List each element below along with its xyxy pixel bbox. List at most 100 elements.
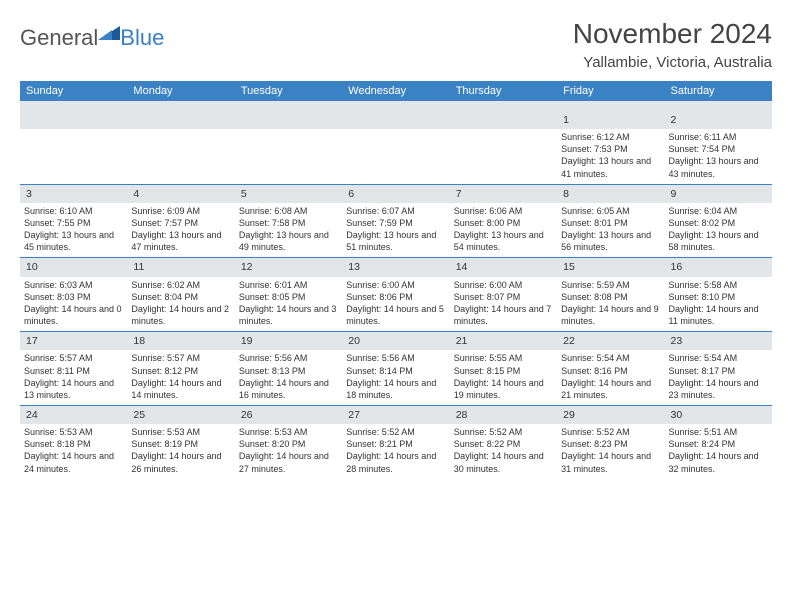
day-number: 20 [342, 332, 449, 350]
sunrise-line: Sunrise: 6:01 AM [239, 279, 338, 291]
day-cell: Sunrise: 5:55 AMSunset: 8:15 PMDaylight:… [450, 350, 557, 405]
sunset-line: Sunset: 8:17 PM [669, 365, 768, 377]
sunset-line: Sunset: 8:14 PM [346, 365, 445, 377]
daylight-line: Daylight: 13 hours and 51 minutes. [346, 229, 445, 253]
daylight-line: Daylight: 14 hours and 26 minutes. [131, 450, 230, 474]
sunset-line: Sunset: 8:18 PM [24, 438, 123, 450]
sunset-line: Sunset: 7:55 PM [24, 217, 123, 229]
sunrise-line: Sunrise: 6:06 AM [454, 205, 553, 217]
daylight-line: Daylight: 14 hours and 24 minutes. [24, 450, 123, 474]
day-number: 3 [20, 185, 127, 203]
sunset-line: Sunset: 7:57 PM [131, 217, 230, 229]
daylight-line: Daylight: 13 hours and 47 minutes. [131, 229, 230, 253]
day-number: 18 [127, 332, 234, 350]
daynum-row: 24252627282930 [20, 405, 772, 424]
sunset-line: Sunset: 7:58 PM [239, 217, 338, 229]
day-cell: Sunrise: 6:07 AMSunset: 7:59 PMDaylight:… [342, 203, 449, 258]
sunrise-line: Sunrise: 6:00 AM [454, 279, 553, 291]
day-number: 26 [235, 406, 342, 424]
sunrise-line: Sunrise: 5:52 AM [561, 426, 660, 438]
daylight-line: Daylight: 14 hours and 9 minutes. [561, 303, 660, 327]
daylight-line: Daylight: 14 hours and 23 minutes. [669, 377, 768, 401]
sunrise-line: Sunrise: 6:12 AM [561, 131, 660, 143]
daylight-line: Daylight: 13 hours and 41 minutes. [561, 155, 660, 179]
sunset-line: Sunset: 8:03 PM [24, 291, 123, 303]
day-number: 6 [342, 185, 449, 203]
day-cell: Sunrise: 5:57 AMSunset: 8:12 PMDaylight:… [127, 350, 234, 405]
sunrise-line: Sunrise: 5:55 AM [454, 352, 553, 364]
sunrise-line: Sunrise: 5:51 AM [669, 426, 768, 438]
daynum-row: 12 [20, 111, 772, 129]
day-cell: Sunrise: 5:52 AMSunset: 8:23 PMDaylight:… [557, 424, 664, 479]
sunrise-line: Sunrise: 5:53 AM [24, 426, 123, 438]
daylight-line: Daylight: 13 hours and 56 minutes. [561, 229, 660, 253]
daylight-line: Daylight: 14 hours and 19 minutes. [454, 377, 553, 401]
day-header: Friday [557, 81, 664, 101]
day-header: Saturday [665, 81, 772, 101]
day-number: 11 [127, 258, 234, 276]
day-number: 4 [127, 185, 234, 203]
sunset-line: Sunset: 8:15 PM [454, 365, 553, 377]
day-number: 22 [557, 332, 664, 350]
day-number: 17 [20, 332, 127, 350]
sunset-line: Sunset: 7:53 PM [561, 143, 660, 155]
day-cell: Sunrise: 5:53 AMSunset: 8:19 PMDaylight:… [127, 424, 234, 479]
sunrise-line: Sunrise: 5:58 AM [669, 279, 768, 291]
day-cell: Sunrise: 6:03 AMSunset: 8:03 PMDaylight:… [20, 277, 127, 332]
daylight-line: Daylight: 14 hours and 31 minutes. [561, 450, 660, 474]
day-cell: Sunrise: 5:52 AMSunset: 8:21 PMDaylight:… [342, 424, 449, 479]
day-header: Sunday [20, 81, 127, 101]
daynum-row: 10111213141516 [20, 257, 772, 276]
daylight-line: Daylight: 14 hours and 28 minutes. [346, 450, 445, 474]
daylight-line: Daylight: 14 hours and 7 minutes. [454, 303, 553, 327]
sunset-line: Sunset: 8:23 PM [561, 438, 660, 450]
daylight-line: Daylight: 14 hours and 2 minutes. [131, 303, 230, 327]
sunrise-line: Sunrise: 5:57 AM [24, 352, 123, 364]
daylight-line: Daylight: 14 hours and 13 minutes. [24, 377, 123, 401]
daylight-line: Daylight: 14 hours and 16 minutes. [239, 377, 338, 401]
day-header: Tuesday [235, 81, 342, 101]
sunset-line: Sunset: 8:20 PM [239, 438, 338, 450]
day-cell: Sunrise: 5:56 AMSunset: 8:14 PMDaylight:… [342, 350, 449, 405]
title-block: November 2024 Yallambie, Victoria, Austr… [573, 18, 772, 71]
day-cell: Sunrise: 6:05 AMSunset: 8:01 PMDaylight:… [557, 203, 664, 258]
day-cell: Sunrise: 6:12 AMSunset: 7:53 PMDaylight:… [557, 129, 664, 184]
day-cell: Sunrise: 6:00 AMSunset: 8:07 PMDaylight:… [450, 277, 557, 332]
day-number: 12 [235, 258, 342, 276]
sunrise-line: Sunrise: 5:54 AM [561, 352, 660, 364]
daylight-line: Daylight: 14 hours and 5 minutes. [346, 303, 445, 327]
day-number: 30 [665, 406, 772, 424]
empty-cell [20, 111, 127, 129]
day-number: 23 [665, 332, 772, 350]
sunrise-line: Sunrise: 6:09 AM [131, 205, 230, 217]
month-title: November 2024 [573, 18, 772, 50]
sunset-line: Sunset: 8:08 PM [561, 291, 660, 303]
day-number: 7 [450, 185, 557, 203]
day-cell: Sunrise: 5:56 AMSunset: 8:13 PMDaylight:… [235, 350, 342, 405]
sunrise-line: Sunrise: 6:04 AM [669, 205, 768, 217]
sunrise-line: Sunrise: 5:56 AM [346, 352, 445, 364]
daylight-line: Daylight: 14 hours and 3 minutes. [239, 303, 338, 327]
sunset-line: Sunset: 7:54 PM [669, 143, 768, 155]
day-number: 28 [450, 406, 557, 424]
sunset-line: Sunset: 8:24 PM [669, 438, 768, 450]
sunrise-line: Sunrise: 6:03 AM [24, 279, 123, 291]
sunrise-line: Sunrise: 6:05 AM [561, 205, 660, 217]
empty-cell [127, 111, 234, 129]
sunset-line: Sunset: 8:22 PM [454, 438, 553, 450]
sunrise-line: Sunrise: 5:53 AM [131, 426, 230, 438]
sunrise-line: Sunrise: 5:59 AM [561, 279, 660, 291]
sunrise-line: Sunrise: 6:10 AM [24, 205, 123, 217]
day-header: Wednesday [342, 81, 449, 101]
sunset-line: Sunset: 8:11 PM [24, 365, 123, 377]
empty-cell [127, 129, 234, 184]
day-number: 14 [450, 258, 557, 276]
week-row: Sunrise: 6:03 AMSunset: 8:03 PM Daylight:… [20, 277, 772, 332]
daylight-line: Daylight: 14 hours and 18 minutes. [346, 377, 445, 401]
day-cell: Sunrise: 6:01 AMSunset: 8:05 PMDaylight:… [235, 277, 342, 332]
daynum-row: 3456789 [20, 184, 772, 203]
day-cell: Sunrise: 5:54 AMSunset: 8:16 PMDaylight:… [557, 350, 664, 405]
sunrise-line: Sunrise: 5:57 AM [131, 352, 230, 364]
day-cell: Sunrise: 5:52 AMSunset: 8:22 PMDaylight:… [450, 424, 557, 479]
daynum-row: 17181920212223 [20, 331, 772, 350]
